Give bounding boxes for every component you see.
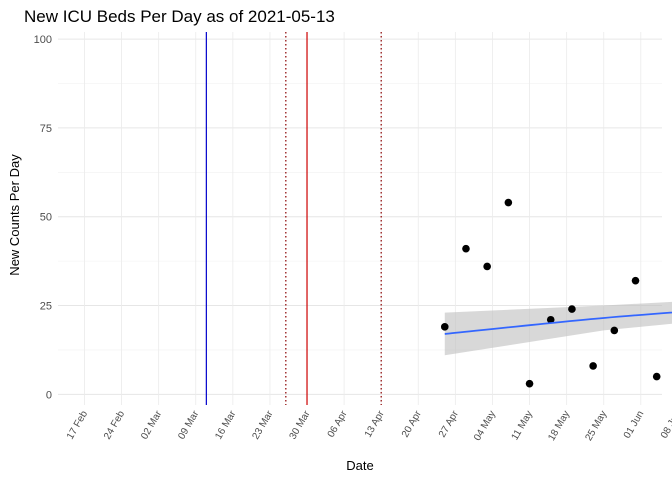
chart-title: New ICU Beds Per Day as of 2021-05-13 (24, 7, 335, 26)
point (462, 244, 470, 253)
x-tick-label: 08 Jun (659, 409, 672, 441)
x-tick-label: 23 Mar (250, 408, 275, 441)
x-tick-label: 11 May (510, 409, 536, 442)
point (568, 305, 576, 313)
point (525, 379, 534, 388)
x-tick-label: 18 May (546, 409, 572, 443)
confidence-band (444, 301, 672, 356)
x-axis-label: Date (346, 458, 373, 473)
x-tick-label: 04 May (472, 409, 498, 443)
y-tick-label: 50 (40, 212, 52, 224)
point (504, 198, 513, 207)
point (610, 326, 619, 335)
x-tick-label: 30 Mar (288, 408, 313, 441)
x-tick-label: 25 May (583, 409, 609, 443)
x-tick-label: 02 Mar (139, 408, 164, 441)
point (546, 315, 555, 324)
x-tick-label: 09 Mar (176, 408, 201, 441)
x-tick-label: 17 Feb (65, 409, 90, 442)
point (483, 262, 491, 271)
point (652, 372, 661, 381)
x-tick-label: 06 Apr (326, 408, 350, 439)
y-tick-label: 0 (46, 389, 52, 401)
point (631, 276, 640, 285)
x-tick-label: 16 Mar (213, 408, 238, 441)
y-tick-label: 100 (34, 34, 52, 46)
y-tick-label: 75 (40, 123, 52, 135)
x-tick-label: 01 Jun (622, 409, 647, 441)
point (589, 362, 597, 370)
y-axis-label: New Counts Per Day (7, 154, 22, 276)
point (440, 323, 449, 331)
x-tick-label: 24 Feb (102, 409, 127, 442)
x-tick-label: 20 Apr (400, 408, 424, 439)
x-tick-label: 13 Apr (363, 408, 387, 439)
y-tick-label: 25 (40, 301, 52, 313)
x-tick-label: 27 Apr (437, 408, 461, 439)
